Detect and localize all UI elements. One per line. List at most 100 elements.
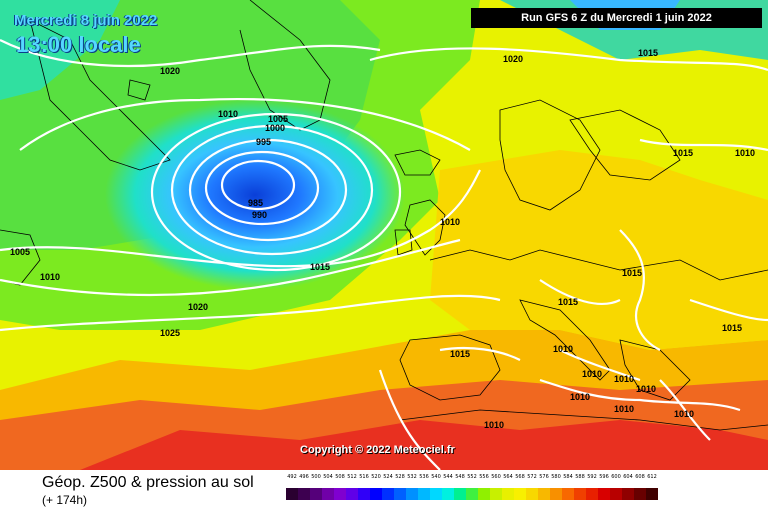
legend-swatch bbox=[334, 488, 346, 500]
isobar-label: 990 bbox=[252, 210, 267, 220]
legend-swatch bbox=[634, 488, 646, 500]
isobar-label: 1015 bbox=[310, 262, 330, 272]
low-pressure-center bbox=[105, 100, 405, 290]
legend-value: 512 bbox=[347, 474, 357, 480]
isobars bbox=[0, 39, 768, 470]
isobar-label: 1015 bbox=[673, 148, 693, 158]
legend-swatch bbox=[406, 488, 418, 500]
legend-swatch bbox=[382, 488, 394, 500]
legend-swatch bbox=[370, 488, 382, 500]
legend-value: 588 bbox=[575, 474, 585, 480]
isobar-label: 1010 bbox=[636, 384, 656, 394]
isobar-label: 1015 bbox=[558, 297, 578, 307]
legend-swatch bbox=[562, 488, 574, 500]
field-band-teal-nw bbox=[0, 0, 120, 100]
legend-swatch bbox=[550, 488, 562, 500]
legend-swatch bbox=[466, 488, 478, 500]
legend-value: 528 bbox=[395, 474, 405, 480]
legend-value: 592 bbox=[587, 474, 597, 480]
pressure-map: 1020 1015 1020 1010 1005 1000 995 985 99… bbox=[0, 0, 768, 470]
isobar-label: 1010 bbox=[674, 409, 694, 419]
legend-swatch bbox=[310, 488, 322, 500]
legend-value: 536 bbox=[419, 474, 429, 480]
legend-value: 496 bbox=[299, 474, 309, 480]
legend-swatch bbox=[346, 488, 358, 500]
isobar-labels: 1020 1015 1020 1010 1005 1000 995 985 99… bbox=[10, 48, 755, 430]
legend-swatch bbox=[574, 488, 586, 500]
legend-value: 596 bbox=[599, 474, 609, 480]
legend-labels: 492 496 500 504 508 512 516 520 524 528 532 536 540 5… bbox=[286, 474, 658, 480]
legend-value: 604 bbox=[623, 474, 633, 480]
isobar-label: 1015 bbox=[622, 268, 642, 278]
legend-value: 540 bbox=[431, 474, 441, 480]
isobar-label: 1010 bbox=[553, 344, 573, 354]
legend-swatch bbox=[298, 488, 310, 500]
legend-value: 516 bbox=[359, 474, 369, 480]
legend-swatch bbox=[490, 488, 502, 500]
legend-value: 532 bbox=[407, 474, 417, 480]
legend-swatch bbox=[286, 488, 298, 500]
field-band-red bbox=[80, 420, 768, 470]
forecast-date: Mercredi 8 juin 2022 bbox=[14, 12, 158, 29]
isobar-label: 1025 bbox=[160, 328, 180, 338]
isobar-label: 1020 bbox=[503, 54, 523, 64]
field-band-yellow-orange bbox=[430, 150, 768, 350]
legend-value: 508 bbox=[335, 474, 345, 480]
legend-swatch bbox=[586, 488, 598, 500]
legend-swatch bbox=[646, 488, 658, 500]
isobar-label: 1010 bbox=[218, 109, 238, 119]
isobar-label: 995 bbox=[256, 137, 271, 147]
isobar-label: 1000 bbox=[265, 123, 285, 133]
legend-swatch bbox=[322, 488, 334, 500]
isobar-label: 1010 bbox=[570, 392, 590, 402]
legend-value: 504 bbox=[323, 474, 333, 480]
legend-value: 556 bbox=[479, 474, 489, 480]
legend-value: 564 bbox=[503, 474, 513, 480]
legend-swatch bbox=[538, 488, 550, 500]
legend-swatch bbox=[622, 488, 634, 500]
legend-value: 548 bbox=[455, 474, 465, 480]
legend-value: 584 bbox=[563, 474, 573, 480]
legend-swatch bbox=[502, 488, 514, 500]
legend-swatch bbox=[598, 488, 610, 500]
legend-swatch bbox=[442, 488, 454, 500]
legend-swatches bbox=[286, 488, 658, 500]
isobar-label: 1005 bbox=[268, 114, 288, 124]
legend-swatch bbox=[394, 488, 406, 500]
legend-swatch bbox=[610, 488, 622, 500]
forecast-time: 13:00 locale bbox=[16, 32, 141, 57]
forecast-lead-time: (+ 174h) bbox=[42, 493, 88, 507]
isobar-label: 1020 bbox=[188, 302, 208, 312]
legend-value: 544 bbox=[443, 474, 453, 480]
legend-value: 552 bbox=[467, 474, 477, 480]
legend-value: 560 bbox=[491, 474, 501, 480]
legend-value: 612 bbox=[647, 474, 657, 480]
isobar-label: 1010 bbox=[614, 374, 634, 384]
legend-value: 580 bbox=[551, 474, 561, 480]
isobar-label: 1010 bbox=[735, 148, 755, 158]
legend-value: 520 bbox=[371, 474, 381, 480]
legend-swatch bbox=[430, 488, 442, 500]
isobar-label: 1020 bbox=[160, 66, 180, 76]
legend-swatch bbox=[358, 488, 370, 500]
legend-value: 572 bbox=[527, 474, 537, 480]
isobar-label: 1010 bbox=[440, 217, 460, 227]
isobar-label: 1005 bbox=[10, 247, 30, 257]
color-scale-legend: 492 496 500 504 508 512 516 520 524 528 532 536 540 5… bbox=[280, 474, 760, 504]
isobar-label: 1015 bbox=[638, 48, 658, 58]
isobar-label: 1010 bbox=[40, 272, 60, 282]
legend-value: 608 bbox=[635, 474, 645, 480]
isobar-label: 1010 bbox=[484, 420, 504, 430]
legend-value: 524 bbox=[383, 474, 393, 480]
isobar-label: 985 bbox=[248, 198, 263, 208]
legend-swatch bbox=[514, 488, 526, 500]
legend-swatch bbox=[418, 488, 430, 500]
isobar-label: 1010 bbox=[582, 369, 602, 379]
legend-swatch bbox=[478, 488, 490, 500]
isobar-label: 1010 bbox=[614, 404, 634, 414]
legend-value: 568 bbox=[515, 474, 525, 480]
legend-value: 576 bbox=[539, 474, 549, 480]
map-caption: Géop. Z500 & pression au sol bbox=[42, 474, 254, 491]
legend-swatch bbox=[526, 488, 538, 500]
